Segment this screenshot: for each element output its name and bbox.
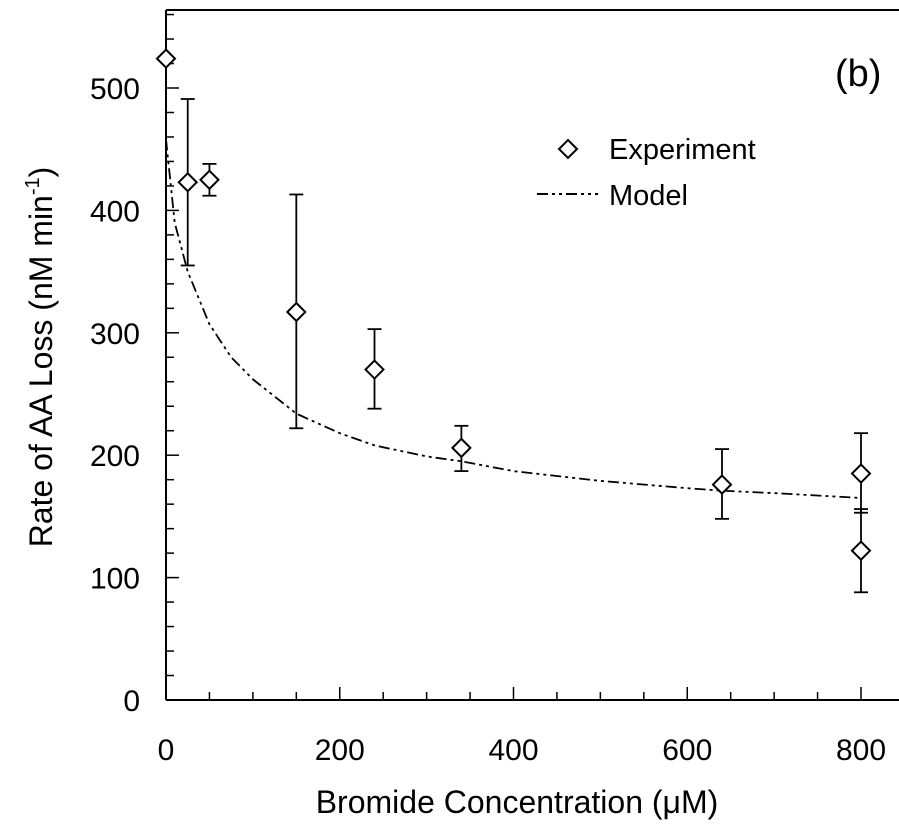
y-tick-labels: 0 100 200 300 400 500 bbox=[90, 73, 140, 718]
y-axis-title-close: ) bbox=[23, 167, 59, 178]
plot-frame bbox=[165, 9, 899, 701]
x-axis-title: Bromide Concentration (μM) bbox=[316, 784, 719, 820]
data-point-diamond bbox=[711, 474, 733, 495]
panel-label: (b) bbox=[835, 53, 881, 95]
data-point-diamond bbox=[850, 540, 872, 562]
legend-experiment-label: Experiment bbox=[609, 134, 756, 166]
y-tick-label: 100 bbox=[90, 563, 140, 596]
y-axis-title-superscript: -1 bbox=[22, 177, 44, 195]
y-axis-title: Rate of AA Loss (nM min-1) bbox=[22, 167, 59, 548]
data-point-diamond bbox=[850, 463, 872, 484]
x-tick-label: 800 bbox=[836, 734, 886, 767]
y-tick-label: 400 bbox=[90, 195, 140, 228]
legend-model-label: Model bbox=[609, 180, 688, 212]
data-point-diamond bbox=[450, 437, 472, 459]
data-point-diamond bbox=[155, 48, 177, 70]
experiment-series bbox=[155, 48, 872, 594]
model-line bbox=[165, 139, 862, 499]
x-axis-ticks bbox=[165, 687, 862, 700]
legend: Experiment Model bbox=[537, 134, 756, 212]
x-tick-label: 600 bbox=[662, 734, 712, 767]
y-tick-label: 300 bbox=[90, 318, 140, 351]
x-tick-label: 0 bbox=[158, 734, 175, 767]
y-axis-title-main: Rate of AA Loss (nM min bbox=[23, 195, 59, 547]
y-tick-label: 500 bbox=[90, 73, 140, 106]
data-point-diamond bbox=[199, 169, 220, 191]
y-axis-ticks bbox=[166, 13, 179, 701]
x-tick-label: 200 bbox=[315, 734, 365, 767]
model-series bbox=[165, 139, 862, 499]
data-point-diamond bbox=[177, 171, 199, 193]
data-point-diamond bbox=[285, 301, 307, 323]
y-tick-label: 200 bbox=[90, 440, 140, 473]
x-tick-labels: 0 200 400 600 800 bbox=[158, 734, 886, 767]
x-tick-label: 400 bbox=[488, 734, 538, 767]
legend-experiment-marker bbox=[557, 138, 579, 160]
y-tick-label: 0 bbox=[123, 685, 140, 718]
data-point-diamond bbox=[364, 359, 385, 380]
